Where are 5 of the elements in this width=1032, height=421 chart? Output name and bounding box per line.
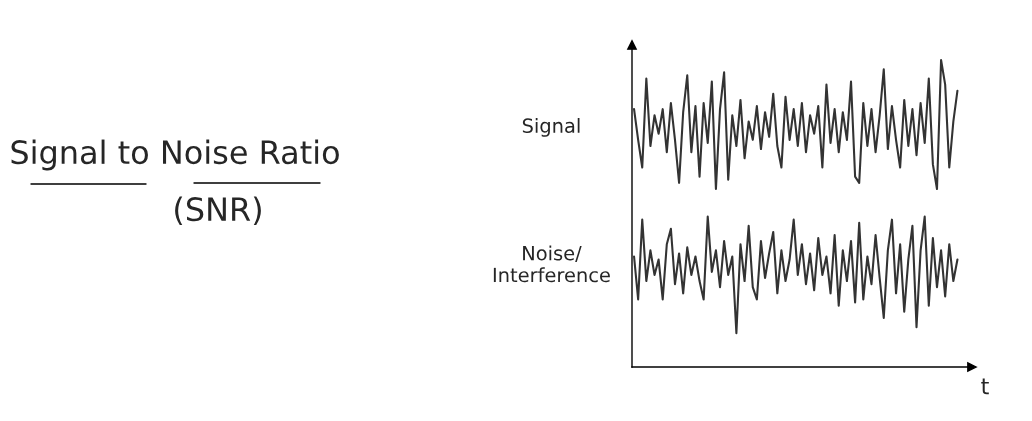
text: Signal to Noise Ratio [11,139,339,171]
series-label: Noise/ Interference [493,245,610,283]
text: Signal [522,117,580,137]
text: (SNR) [175,196,261,226]
x-axis-title: t [981,378,989,395]
